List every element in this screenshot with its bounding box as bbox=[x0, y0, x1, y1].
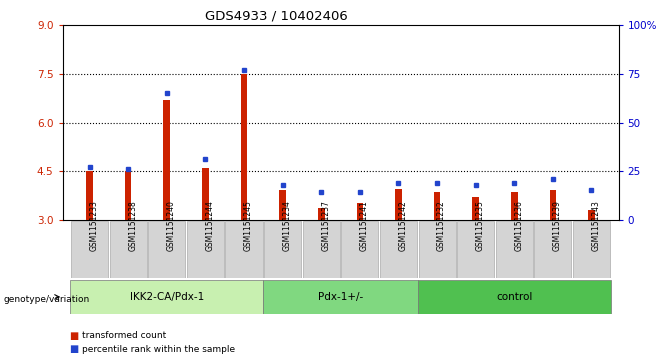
Bar bbox=[279, 191, 286, 317]
Text: IKK2-CA/Pdx-1: IKK2-CA/Pdx-1 bbox=[130, 292, 204, 302]
Text: genotype/variation: genotype/variation bbox=[3, 295, 89, 304]
Bar bbox=[71, 221, 108, 278]
Bar bbox=[241, 74, 247, 317]
Text: GSM1151244: GSM1151244 bbox=[205, 200, 215, 251]
Bar bbox=[434, 192, 440, 317]
Bar bbox=[163, 100, 170, 317]
Bar bbox=[226, 221, 263, 278]
Text: GSM1151237: GSM1151237 bbox=[321, 200, 330, 251]
Text: GSM1151238: GSM1151238 bbox=[128, 200, 137, 251]
Text: percentile rank within the sample: percentile rank within the sample bbox=[82, 345, 236, 354]
Text: GSM1151236: GSM1151236 bbox=[515, 200, 523, 251]
Bar bbox=[457, 221, 494, 278]
Text: GSM1151243: GSM1151243 bbox=[592, 200, 601, 251]
Bar bbox=[418, 221, 455, 278]
Bar bbox=[342, 221, 378, 278]
Bar bbox=[148, 221, 186, 278]
Bar bbox=[303, 221, 340, 278]
Bar bbox=[418, 280, 611, 314]
Bar bbox=[511, 192, 518, 317]
Text: ■: ■ bbox=[69, 344, 78, 354]
Text: GSM1151240: GSM1151240 bbox=[166, 200, 176, 251]
Bar bbox=[534, 221, 571, 278]
Bar bbox=[549, 191, 556, 317]
Bar bbox=[187, 221, 224, 278]
Text: GSM1151242: GSM1151242 bbox=[399, 200, 407, 251]
Bar bbox=[264, 221, 301, 278]
Text: Pdx-1+/-: Pdx-1+/- bbox=[318, 292, 363, 302]
Bar bbox=[573, 221, 610, 278]
Text: GSM1151233: GSM1151233 bbox=[89, 200, 99, 251]
Text: GSM1151234: GSM1151234 bbox=[282, 200, 291, 251]
Bar bbox=[263, 280, 418, 314]
Bar bbox=[110, 221, 147, 278]
Bar bbox=[495, 221, 533, 278]
Text: ■: ■ bbox=[69, 331, 78, 341]
Bar bbox=[318, 208, 324, 317]
Text: GSM1151232: GSM1151232 bbox=[437, 200, 446, 251]
Bar bbox=[588, 210, 595, 317]
Text: GSM1151239: GSM1151239 bbox=[553, 200, 562, 251]
Bar bbox=[357, 203, 363, 317]
Bar bbox=[202, 168, 209, 317]
Bar bbox=[125, 171, 132, 317]
Text: transformed count: transformed count bbox=[82, 331, 166, 340]
Bar bbox=[86, 171, 93, 317]
Bar bbox=[380, 221, 417, 278]
Text: GSM1151235: GSM1151235 bbox=[476, 200, 485, 251]
Text: GSM1151241: GSM1151241 bbox=[360, 200, 369, 251]
Bar bbox=[472, 197, 479, 317]
Bar bbox=[70, 280, 263, 314]
Text: GSM1151245: GSM1151245 bbox=[244, 200, 253, 251]
Bar bbox=[395, 189, 402, 317]
Text: control: control bbox=[496, 292, 532, 302]
Text: GDS4933 / 10402406: GDS4933 / 10402406 bbox=[205, 9, 347, 22]
